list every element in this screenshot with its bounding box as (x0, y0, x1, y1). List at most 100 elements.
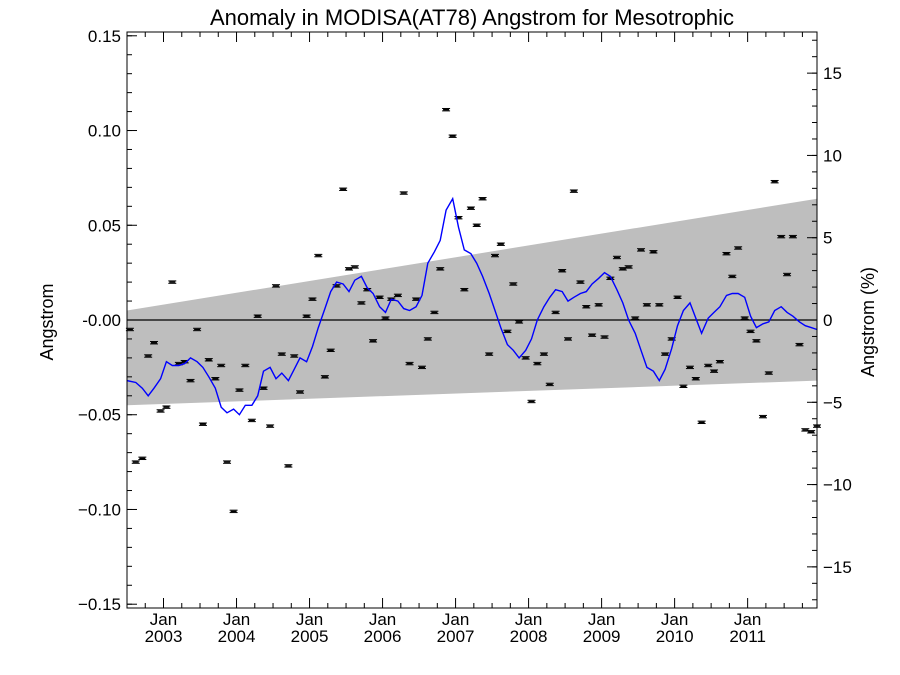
y-tick-label: −0.05 (78, 406, 121, 425)
y-tick-label: 0.10 (88, 122, 121, 141)
data-point (198, 422, 207, 426)
data-point (496, 242, 505, 246)
data-point (375, 295, 384, 299)
x-tick-year-label: 2003 (145, 627, 183, 646)
confidence-band-layer (127, 198, 817, 406)
data-point (344, 267, 353, 271)
data-point (442, 107, 451, 112)
data-point (478, 197, 487, 201)
data-point (156, 409, 165, 413)
data-point (357, 301, 366, 305)
data-point (673, 295, 682, 299)
data-point (472, 223, 481, 227)
data-point (436, 267, 445, 271)
data-point (728, 274, 737, 279)
x-tick-year-label: 2004 (218, 627, 256, 646)
y2-tick-label: 10 (823, 146, 842, 165)
x-tick-month-label: Jan (442, 610, 469, 629)
data-point (788, 234, 797, 239)
data-point (296, 390, 305, 394)
data-point (423, 337, 432, 341)
data-point (783, 272, 792, 277)
y-tick-label: 0.15 (88, 27, 121, 46)
data-point (600, 335, 609, 339)
data-point (588, 333, 597, 337)
data-point (655, 303, 664, 307)
data-point (631, 316, 640, 320)
x-tick-month-label: Jan (369, 610, 396, 629)
data-point (302, 314, 311, 318)
data-point (521, 356, 530, 360)
data-point (405, 361, 414, 366)
data-point (685, 365, 694, 370)
data-point (758, 414, 767, 419)
y-tick-label: -0.00 (82, 311, 121, 330)
data-point (162, 405, 171, 409)
data-point (679, 384, 688, 389)
data-point (746, 329, 755, 334)
data-point (320, 375, 329, 379)
data-point (612, 255, 621, 260)
data-point (649, 250, 658, 254)
data-point (740, 316, 749, 320)
data-point (144, 354, 153, 358)
data-point (223, 460, 232, 464)
data-point (637, 248, 646, 252)
chart-title: Anomaly in MODISA(AT78) Angstrom for Mes… (210, 5, 734, 30)
confidence-band (127, 198, 817, 406)
data-point (515, 320, 524, 324)
x-tick-year-label: 2008 (510, 627, 548, 646)
data-point (271, 284, 280, 288)
x-tick-month-label: Jan (296, 610, 323, 629)
axis-layer: 0.15 0.10 0.05 -0.00 −0.05 −0.10 −0.15 15 10 5 0 −5… (78, 27, 852, 646)
data-point (350, 265, 359, 269)
y2-tick-label: 15 (823, 64, 842, 83)
data-point (624, 265, 633, 269)
x-tick-month-label: Jan (150, 610, 177, 629)
data-point (138, 456, 147, 461)
data-point (393, 293, 402, 298)
data-point (752, 339, 761, 343)
data-point (204, 358, 213, 362)
data-point (661, 352, 670, 356)
data-point (290, 354, 299, 358)
data-point (807, 430, 816, 434)
data-point (235, 388, 244, 392)
x-tick-year-label: 2010 (656, 627, 694, 646)
data-point (764, 371, 773, 375)
x-tick-year-label: 2011 (729, 627, 766, 646)
data-point (314, 253, 323, 258)
data-point (308, 297, 317, 301)
data-point (399, 191, 408, 195)
data-point (460, 287, 469, 292)
y2-tick-label: 5 (823, 229, 832, 248)
data-point (722, 251, 731, 256)
y-axis-label-left: Angstrom (37, 283, 57, 360)
data-point (217, 363, 226, 368)
y-axis-label-right: Angstrom (%) (858, 267, 878, 377)
data-point (642, 303, 651, 307)
data-point (576, 280, 585, 284)
data-point (770, 179, 779, 184)
data-point (466, 206, 475, 210)
x-tick-month-label: Jan (734, 610, 761, 629)
data-point (509, 282, 518, 286)
x-tick-month-label: Jan (588, 610, 615, 629)
data-point (715, 359, 724, 364)
data-point (704, 363, 713, 368)
y2-tick-label: −15 (823, 558, 852, 577)
data-point (369, 339, 378, 343)
data-point (564, 337, 573, 341)
data-point (618, 267, 627, 271)
x-tick-year-label: 2009 (583, 627, 621, 646)
data-point (247, 418, 256, 423)
data-point (259, 386, 268, 390)
data-point (193, 327, 202, 332)
data-point (277, 352, 286, 356)
data-point (241, 363, 250, 368)
data-point (503, 329, 512, 334)
data-point (448, 134, 457, 138)
data-point (485, 352, 494, 356)
data-point (186, 378, 195, 383)
data-points-layer (125, 107, 821, 514)
